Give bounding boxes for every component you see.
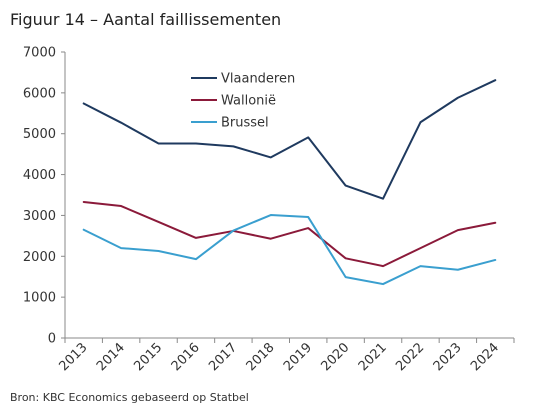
legend: Vlaanderen Wallonië Brussel bbox=[191, 72, 295, 131]
y-tick-label: 1000 bbox=[23, 291, 56, 306]
y-axis: 0 1000 2000 3000 4000 5000 6000 7000 bbox=[23, 46, 66, 347]
x-tick-label: 2017 bbox=[206, 340, 240, 374]
x-tick-label: 2023 bbox=[431, 340, 465, 374]
x-tick-label: 2015 bbox=[131, 340, 165, 374]
y-tick-label: 7000 bbox=[23, 46, 56, 61]
y-tick-label: 3000 bbox=[23, 209, 56, 224]
legend-label-brussel: Brussel bbox=[221, 116, 269, 131]
y-tick-label: 6000 bbox=[23, 86, 56, 101]
series-line-brussel bbox=[82, 214, 497, 286]
legend-label-vlaanderen: Vlaanderen bbox=[221, 72, 295, 87]
series-line-vlaanderen bbox=[82, 79, 497, 200]
legend-label-walloni-: Wallonië bbox=[221, 94, 276, 109]
y-tick-label: 5000 bbox=[23, 127, 56, 142]
x-tick-label: 2013 bbox=[57, 340, 91, 374]
chart-source: Bron: KBC Economics gebaseerd op Statbel bbox=[10, 391, 249, 404]
series-line-walloni- bbox=[82, 200, 497, 268]
y-tick-label: 2000 bbox=[23, 250, 56, 265]
x-tick-label: 2020 bbox=[318, 340, 352, 374]
x-axis: 2013 2014 2015 2016 2017 2018 2019 2020 2021 2022… bbox=[57, 337, 515, 374]
y-tick-label: 0 bbox=[48, 332, 56, 347]
x-tick-label: 2016 bbox=[169, 340, 203, 374]
x-tick-label: 2019 bbox=[281, 340, 315, 374]
series-lines bbox=[82, 79, 497, 286]
x-tick-label: 2022 bbox=[393, 340, 427, 374]
chart-title: Figuur 14 – Aantal faillissementen bbox=[10, 10, 282, 29]
x-tick-label: 2018 bbox=[244, 340, 278, 374]
y-tick-label: 4000 bbox=[23, 168, 56, 183]
x-tick-label: 2014 bbox=[94, 340, 128, 374]
x-tick-label: 2021 bbox=[356, 340, 390, 374]
x-tick-label: 2024 bbox=[468, 340, 502, 374]
